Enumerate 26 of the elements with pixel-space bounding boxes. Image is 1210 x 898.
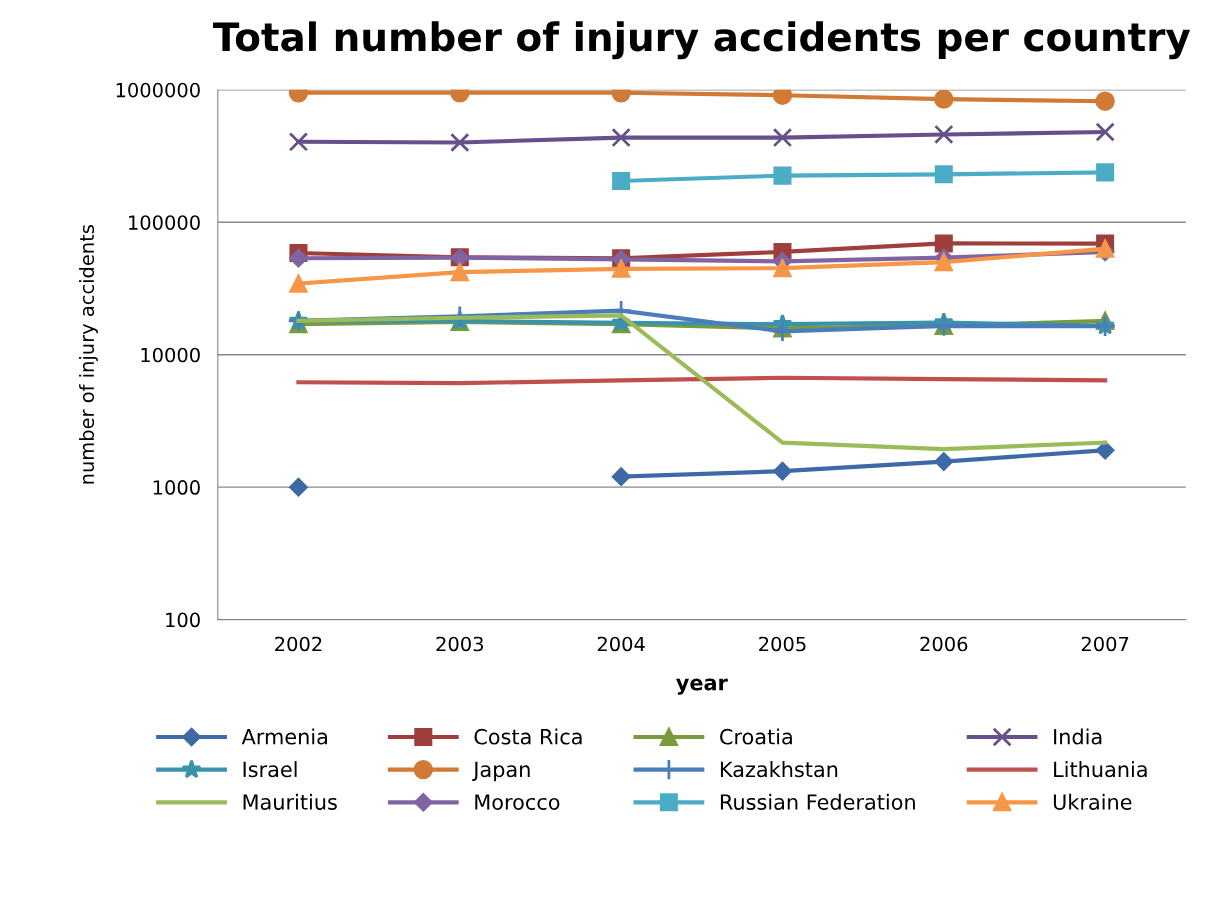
x-axis-title: year [676,678,728,695]
x-tick-label: 2004 [597,636,645,652]
legend-label: Israel [243,761,297,778]
legend-label: Costa Rica [474,728,582,745]
legend-label: Mauritius [243,793,337,810]
y-axis-title: number of injury accidents [79,225,98,484]
legend-label: Japan [472,761,530,782]
chart-title: Total number of injury accidents per country [213,21,1191,60]
y-tick-label: 100000 [129,215,200,230]
y-tick-label: 1000000 [116,82,200,98]
y-tick-label: 100 [166,612,200,628]
x-tick-label: 2005 [759,636,806,652]
y-tick-label: 1000 [153,480,200,495]
x-tick-label: 2007 [1081,636,1129,652]
legend-label: Ukraine [1053,793,1132,810]
x-tick-label: 2006 [920,636,968,652]
legend-label: Morocco [475,794,560,810]
legend-label: Croatia [720,728,792,745]
y-tick-label: 10000 [141,347,200,363]
legend-label: India [1054,728,1102,745]
legend-label: Lithuania [1054,761,1147,778]
x-tick-label: 2003 [436,636,483,652]
legend-label: Armenia [241,728,327,745]
x-tick-label: 2002 [275,636,322,652]
legend-label: Russian Federation [720,793,915,810]
legend-label: Kazakhstan [720,761,838,778]
